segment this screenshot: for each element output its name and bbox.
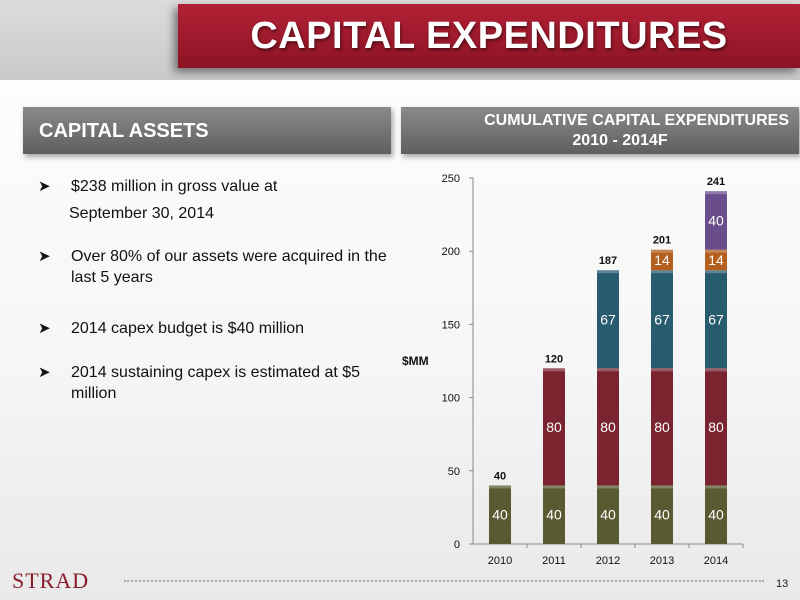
bar-total-label: 201 (653, 235, 671, 247)
segment-value-label: 67 (654, 311, 670, 327)
bullet-text: Over 80% of our assets were acquired in … (71, 248, 387, 286)
x-tick-label: 2012 (596, 555, 620, 567)
bar-segment-highlight (651, 270, 673, 274)
bar-total-label: 40 (494, 470, 506, 482)
segment-value-label: 80 (600, 419, 616, 435)
bar-total-label: 120 (545, 353, 563, 365)
segment-value-label: 14 (708, 252, 724, 268)
slide-title: CAPITAL EXPENDITURES (250, 14, 728, 57)
bar-segment (705, 270, 727, 369)
bar-segment (651, 270, 673, 369)
bar-segment-highlight (705, 191, 727, 195)
bar-segment (651, 368, 673, 486)
bullet-item: ➤ 2014 sustaining capex is estimated at … (38, 362, 388, 404)
bar-segment (597, 368, 619, 486)
bar-total-label: 241 (707, 176, 725, 188)
x-tick-label: 2013 (650, 555, 674, 567)
bar-total-label: 187 (599, 255, 617, 267)
strad-logo: STRAD (12, 568, 90, 593)
bullet-text: 2014 capex budget is $40 million (71, 320, 305, 337)
segment-value-label: 40 (708, 212, 724, 228)
capex-stacked-bar-chart: 0 50 100 150 200 250 $MM 40 40 2010 40 80 120 2011 40 8… (402, 173, 744, 567)
bullet-text: 2014 sustaining capex is estimated at $5… (71, 364, 361, 402)
bar-segment (597, 485, 619, 544)
arrow-bullet-icon: ➤ (38, 320, 51, 337)
bar-segment (489, 485, 511, 544)
bullet-list: ➤ $238 million in gross value at Septemb… (38, 176, 388, 404)
y-tick-label: 200 (442, 246, 460, 258)
bar-segment (705, 368, 727, 486)
bar-segment-highlight (705, 485, 727, 489)
bar-segment-highlight (705, 368, 727, 372)
chart-title-line2: 2010 - 2014F (572, 132, 668, 149)
bar-segment-highlight (543, 368, 565, 372)
arrow-bullet-icon: ➤ (38, 178, 51, 195)
segment-value-label: 80 (654, 419, 670, 435)
bar-segment-highlight (543, 485, 565, 489)
segment-value-label: 67 (708, 311, 724, 327)
bar-segment-highlight (597, 485, 619, 489)
segment-value-label: 40 (546, 507, 562, 523)
bar-segment-highlight (651, 249, 673, 253)
bar-segment (705, 249, 727, 271)
bar-segment (597, 270, 619, 369)
bar-segment (705, 485, 727, 544)
bar-segment-highlight (705, 249, 727, 253)
bar-segment (651, 485, 673, 544)
bullet-item: ➤ $238 million in gross value at Septemb… (38, 176, 388, 246)
segment-value-label: 40 (708, 507, 724, 523)
y-axis-label: $MM (402, 354, 429, 368)
bar-segment-highlight (489, 485, 511, 489)
bar-segment-highlight (597, 368, 619, 372)
y-tick-label: 100 (442, 393, 460, 405)
y-tick-label: 250 (442, 173, 460, 185)
footer-divider (124, 580, 764, 582)
x-tick-label: 2011 (542, 555, 566, 567)
bullet-item: ➤ 2014 capex budget is $40 million (38, 318, 388, 362)
segment-value-label: 40 (600, 507, 616, 523)
bar-segment-highlight (705, 270, 727, 274)
page-number: 13 (776, 578, 789, 590)
segment-value-label: 14 (654, 252, 670, 268)
y-tick-label: 50 (448, 466, 460, 478)
segment-value-label: 40 (492, 507, 508, 523)
arrow-bullet-icon: ➤ (38, 364, 51, 381)
segment-value-label: 80 (708, 419, 724, 435)
bar-segment (543, 485, 565, 544)
bar-segment (543, 368, 565, 486)
bullet-continuation: September 30, 2014 (69, 205, 214, 222)
bar-segment (705, 191, 727, 250)
segment-value-label: 80 (546, 419, 562, 435)
capital-assets-header: CAPITAL ASSETS (23, 107, 391, 154)
bullet-text: $238 million in gross value at (71, 178, 278, 195)
bar-segment-highlight (597, 270, 619, 274)
capital-assets-title: CAPITAL ASSETS (39, 120, 209, 142)
segment-value-label: 40 (654, 507, 670, 523)
x-tick-label: 2010 (488, 555, 512, 567)
bullet-item: ➤ Over 80% of our assets were acquired i… (38, 246, 388, 318)
y-tick-label: 150 (442, 319, 460, 331)
chart-title-line1: CUMULATIVE CAPITAL EXPENDITURES (484, 112, 789, 129)
bar-segment-highlight (651, 485, 673, 489)
segment-value-label: 67 (600, 311, 616, 327)
x-tick-label: 2014 (704, 555, 728, 567)
title-banner: CAPITAL EXPENDITURES (178, 4, 800, 68)
bar-segment-highlight (651, 368, 673, 372)
chart-header: CUMULATIVE CAPITAL EXPENDITURES 2010 - 2… (401, 107, 799, 154)
y-tick-label: 0 (454, 539, 460, 551)
arrow-bullet-icon: ➤ (38, 248, 51, 265)
bar-segment (651, 249, 673, 271)
